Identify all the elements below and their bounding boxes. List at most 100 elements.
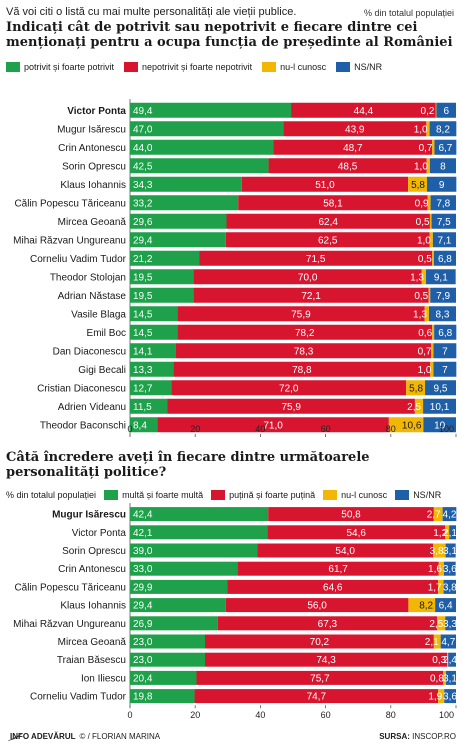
- bar-segment: [130, 213, 227, 229]
- bar-segment: [423, 398, 456, 414]
- bar-segment: [428, 306, 456, 322]
- data-label: 1,6: [428, 564, 442, 575]
- data-label: 3,6: [443, 564, 457, 575]
- data-label: 20,4: [133, 673, 153, 684]
- bar-segment: [408, 176, 427, 192]
- bar-segment: [444, 689, 456, 704]
- bar-segment: [177, 306, 425, 322]
- data-label: 70,0: [298, 272, 318, 283]
- data-label: 26,9: [133, 619, 153, 630]
- row-label: Mugur Isărescu: [52, 510, 126, 521]
- row-label: Emil Boc: [87, 328, 126, 339]
- bar-segment: [433, 507, 443, 522]
- data-label: 8,2: [419, 601, 433, 612]
- data-label: 42,5: [133, 161, 153, 172]
- footer-brand: INFO ADEVĂRUL: [10, 732, 76, 741]
- row-label: Corneliu Vadim Tudor: [30, 254, 127, 265]
- bar-segment: [442, 507, 457, 522]
- legend-item: NS/NR: [395, 490, 441, 500]
- bar-segment: [130, 324, 178, 340]
- bar-segment: [438, 579, 444, 594]
- bar-segment: [445, 543, 456, 558]
- bar-segment: [430, 361, 434, 377]
- row-label: Victor Ponta: [72, 528, 127, 539]
- bar-segment: [157, 417, 389, 433]
- bar-segment: [435, 598, 456, 613]
- bar-segment: [443, 561, 456, 576]
- legend-item: potrivit și foarte potrivit: [6, 62, 114, 72]
- legend-label: nepotrivit și foarte nepotrivit: [142, 62, 253, 72]
- bar-segment: [130, 250, 200, 266]
- bar-segment: [130, 287, 194, 303]
- data-label: 75,7: [310, 673, 330, 684]
- data-label: 9,5: [434, 383, 448, 394]
- data-label: 78,8: [292, 365, 312, 376]
- row-label: Crin Antonescu: [58, 564, 126, 575]
- data-label: 4,7: [441, 637, 455, 648]
- row-label: Mugur Isărescu: [57, 124, 126, 135]
- data-label: 5,8: [411, 180, 425, 191]
- data-label: 48,5: [338, 161, 358, 172]
- data-label: 9: [439, 180, 445, 191]
- row-label: Mihai Răzvan Ungureanu: [13, 235, 126, 246]
- data-label: 64,6: [323, 582, 343, 593]
- bar-segment: [431, 343, 434, 359]
- data-label: 3,1: [443, 673, 457, 684]
- data-label: 10,6: [402, 420, 422, 431]
- data-label: 3,6: [443, 692, 457, 703]
- data-label: 3,3: [443, 619, 457, 630]
- bar-segment: [130, 616, 218, 631]
- bar-segment: [433, 543, 446, 558]
- bar-segment: [130, 380, 172, 396]
- bar-segment: [130, 306, 178, 322]
- chart2-legend: % din totalul populației multă și foarte…: [6, 490, 462, 500]
- footer-credit: INFO ADEVĂRUL © / FLORIAN MARINA: [6, 732, 160, 741]
- chart1-legend: potrivit și foarte potrivit nepotrivit ș…: [6, 62, 458, 72]
- bar-segment: [434, 139, 457, 155]
- data-label: 78,2: [295, 328, 315, 339]
- data-label: 2,5: [407, 402, 421, 413]
- data-label: 54,6: [347, 528, 367, 539]
- bar-segment: [257, 543, 434, 558]
- data-label: 6,4: [439, 601, 453, 612]
- data-label: 6,7: [438, 143, 452, 154]
- bar-segment: [429, 121, 457, 137]
- data-label: 70,2: [310, 637, 330, 648]
- bar-segment: [283, 121, 427, 137]
- bar-segment: [430, 195, 456, 211]
- bar-segment: [438, 561, 444, 576]
- legend-label: NS/NR: [413, 490, 442, 500]
- data-label: 0,9: [415, 198, 429, 209]
- data-label: 75,9: [291, 309, 311, 320]
- data-label: 2,1: [443, 528, 457, 539]
- data-label: 8,3: [436, 309, 450, 320]
- bar-segment: [130, 139, 274, 155]
- data-label: 23,0: [133, 637, 153, 648]
- legend-label: puțină și foarte puțină: [229, 490, 316, 500]
- bar-segment: [130, 525, 268, 540]
- data-label: 7,9: [436, 291, 450, 302]
- data-label: 48,7: [343, 143, 363, 154]
- bar-segment: [196, 670, 444, 685]
- data-label: 1,0: [414, 124, 428, 135]
- bar-segment: [432, 250, 434, 266]
- bar-segment: [449, 525, 456, 540]
- bar-segment: [130, 195, 239, 211]
- data-label: 42,4: [133, 510, 153, 521]
- row-label: Sorin Oprescu: [62, 546, 126, 557]
- row-label: Adrian Năstase: [58, 291, 127, 302]
- bar-segment: [433, 343, 457, 359]
- row-label: Călin Popescu Tăriceanu: [14, 198, 126, 209]
- data-label: 0,7: [419, 143, 433, 154]
- bar-segment: [435, 102, 437, 118]
- bar-segment: [433, 250, 456, 266]
- bar-segment: [173, 361, 431, 377]
- row-label: Victor Ponta: [67, 106, 126, 117]
- data-label: 1,2: [433, 528, 447, 539]
- tick-label: 80: [386, 424, 396, 434]
- bar-segment: [268, 158, 427, 174]
- data-label: 0,5: [414, 291, 428, 302]
- bar-segment: [217, 616, 438, 631]
- data-label: 4,2: [443, 510, 457, 521]
- data-label: 3,1: [443, 546, 457, 557]
